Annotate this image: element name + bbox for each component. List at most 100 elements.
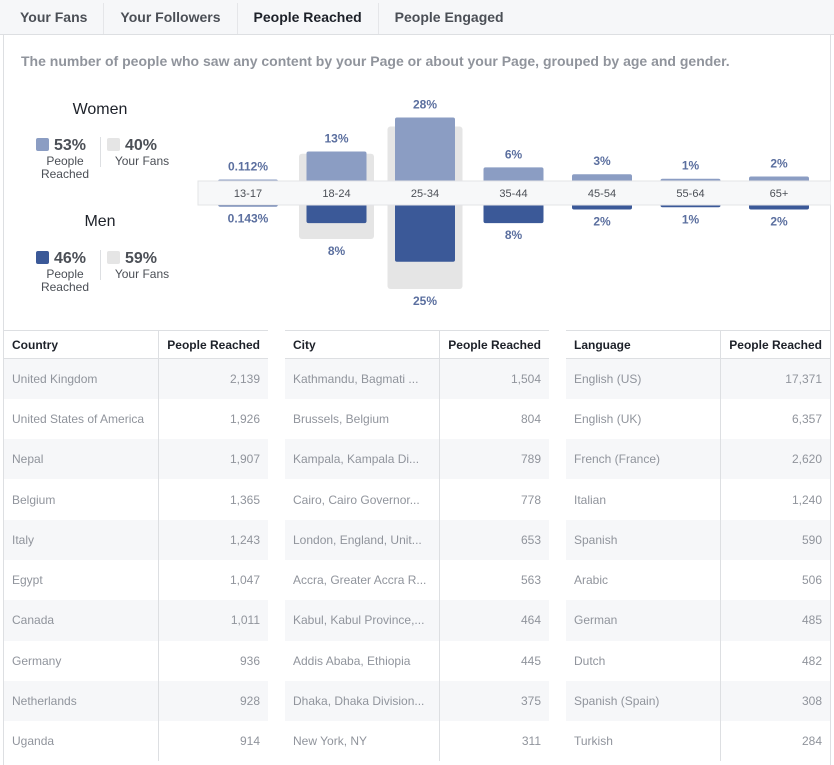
men-bar xyxy=(306,202,367,224)
men-value-label: 8% xyxy=(505,228,523,242)
people-reached-cell: 485 xyxy=(720,600,830,641)
tab-people-reached[interactable]: People Reached xyxy=(238,3,379,34)
people-reached-cell: 563 xyxy=(520,573,541,588)
name-cell: Germany xyxy=(4,640,159,681)
age-tick-label: 18-24 xyxy=(322,188,350,200)
table-row: English (US) 17,371 xyxy=(566,358,830,399)
name-cell: Canada xyxy=(4,600,159,641)
people-reached-cell: 1,907 xyxy=(158,439,268,480)
name-cell: Italian xyxy=(566,479,721,520)
content-panel xyxy=(3,35,831,765)
table-row: Italian 1,240 xyxy=(566,479,830,520)
people-reached-cell: 789 xyxy=(439,439,549,480)
table-row: Spanish 590 xyxy=(566,519,830,560)
men-value-label: 25% xyxy=(413,294,437,308)
table-row: New York, NY 311 xyxy=(285,721,549,762)
name-cell: Spanish (Spain) xyxy=(566,680,721,722)
name-cell: Dutch xyxy=(566,640,721,681)
name-cell: Uganda xyxy=(4,721,159,762)
table-row: Nepal 1,907 xyxy=(4,439,268,480)
column-header[interactable]: People Reached xyxy=(158,330,268,359)
fans-swatch xyxy=(107,138,120,151)
people-reached-cell: 1,011 xyxy=(158,600,268,641)
language-table: Language People Reached English (US) 17,371… xyxy=(566,330,830,762)
name-cell: Turkish xyxy=(566,721,721,762)
table-row: Italy 1,243 xyxy=(4,519,268,560)
legend-men-title: Men xyxy=(84,213,116,230)
name-cell: Kampala, Kampala Di... xyxy=(285,439,440,480)
table-row: French (France) 2,620 xyxy=(566,439,830,480)
people-reached-cell: 2,139 xyxy=(158,358,268,399)
age-tick-label: 65+ xyxy=(770,188,789,200)
men-value-label: 2% xyxy=(593,215,611,229)
women-value-label: 0.112% xyxy=(228,160,268,174)
people-reached-cell: 1,240 xyxy=(791,492,822,507)
tab-people-engaged[interactable]: People Engaged xyxy=(394,9,504,25)
name-cell: London, England, Unit... xyxy=(285,519,440,560)
column-header[interactable]: Language xyxy=(566,330,721,359)
men-reached-label: People Reached xyxy=(40,267,90,294)
age-tick-label: 45-54 xyxy=(588,188,616,200)
men-value-label: 0.143% xyxy=(228,212,269,226)
people-reached-cell: 1,047 xyxy=(229,573,260,588)
women-value-label: 6% xyxy=(505,147,523,161)
table-row: Kabul, Kabul Province,... 464 xyxy=(285,600,549,641)
tables: Country People Reached United Kingdom 2,139… xyxy=(4,330,830,762)
people-reached-cell: 928 xyxy=(158,680,268,722)
table-row: Brussels, Belgium 804 xyxy=(285,398,549,440)
name-cell: Netherlands xyxy=(4,680,159,722)
column-header[interactable]: People Reached xyxy=(439,330,549,359)
women-value-label: 3% xyxy=(593,154,611,168)
people-reached-cell: 778 xyxy=(520,492,541,507)
tab-your-followers[interactable]: Your Followers xyxy=(104,3,238,34)
table-row: German 485 xyxy=(566,600,830,641)
name-cell: United Kingdom xyxy=(4,358,159,399)
column-header[interactable]: Country xyxy=(4,330,159,359)
people-reached-cell: 914 xyxy=(239,734,260,749)
men-reached-pct: 46% xyxy=(54,250,87,267)
city-table: City People Reached Kathmandu, Bagmati ...… xyxy=(285,330,549,762)
people-reached-cell: 6,357 xyxy=(791,411,822,426)
name-cell: Belgium xyxy=(4,479,159,520)
women-fans-label: Your Fans xyxy=(114,154,170,168)
name-cell: Accra, Greater Accra R... xyxy=(285,559,440,601)
description: The number of people who saw any content… xyxy=(21,53,730,69)
table-row: English (UK) 6,357 xyxy=(566,398,830,440)
table-row: Turkish 284 xyxy=(566,721,830,762)
table-row: Addis Ababa, Ethiopia 445 xyxy=(285,640,549,681)
table-row: Uganda 914 xyxy=(4,721,268,762)
people-reached-cell: 653 xyxy=(439,519,549,560)
table-row: Netherlands 928 xyxy=(4,680,268,722)
legend-men: 46% People Reached 59% Your Fans xyxy=(36,250,177,294)
women-reached-pct: 53% xyxy=(54,137,87,154)
people-reached-cell: 464 xyxy=(439,600,549,641)
name-cell: German xyxy=(566,600,721,641)
people-reached-cell: 1,365 xyxy=(229,492,260,507)
name-cell: Cairo, Cairo Governor... xyxy=(285,479,440,520)
table-row: Kampala, Kampala Di... 789 xyxy=(285,439,549,480)
name-cell: Spanish xyxy=(566,519,721,560)
women-swatch xyxy=(36,138,49,151)
name-cell: Brussels, Belgium xyxy=(285,398,440,440)
people-reached-cell: 936 xyxy=(239,653,260,668)
name-cell: Kabul, Kabul Province,... xyxy=(285,600,440,641)
table-row: Belgium 1,365 xyxy=(4,479,268,520)
people-reached-cell: 1,504 xyxy=(439,358,549,399)
column-header[interactable]: People Reached xyxy=(720,330,830,359)
women-value-label: 1% xyxy=(682,159,700,173)
people-reached-cell: 445 xyxy=(520,653,541,668)
name-cell: Kathmandu, Bagmati ... xyxy=(285,358,440,399)
tab-your-fans[interactable]: Your Fans xyxy=(4,3,105,34)
women-bar xyxy=(395,117,455,184)
people-reached-cell: 804 xyxy=(520,411,541,426)
table-row: United Kingdom 2,139 xyxy=(4,358,268,399)
men-bar xyxy=(483,202,544,224)
people-reached-cell: 482 xyxy=(801,653,822,668)
column-header[interactable]: City xyxy=(285,330,440,359)
people-reached-cell: 506 xyxy=(801,573,822,588)
age-gender-chart: 0.112% 0.143% 13% 8% 28% 25% 6% 8% 3% 2% 1% 1% 2% 2% 1… xyxy=(197,97,831,308)
name-cell: English (UK) xyxy=(566,398,721,440)
women-fans-pct: 40% xyxy=(125,137,158,154)
name-cell: Nepal xyxy=(4,439,159,480)
men-value-label: 1% xyxy=(682,212,700,226)
